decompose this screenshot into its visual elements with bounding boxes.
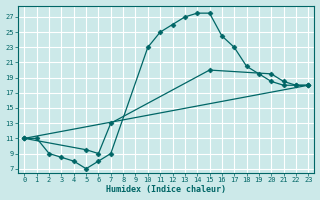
X-axis label: Humidex (Indice chaleur): Humidex (Indice chaleur) [106, 185, 226, 194]
